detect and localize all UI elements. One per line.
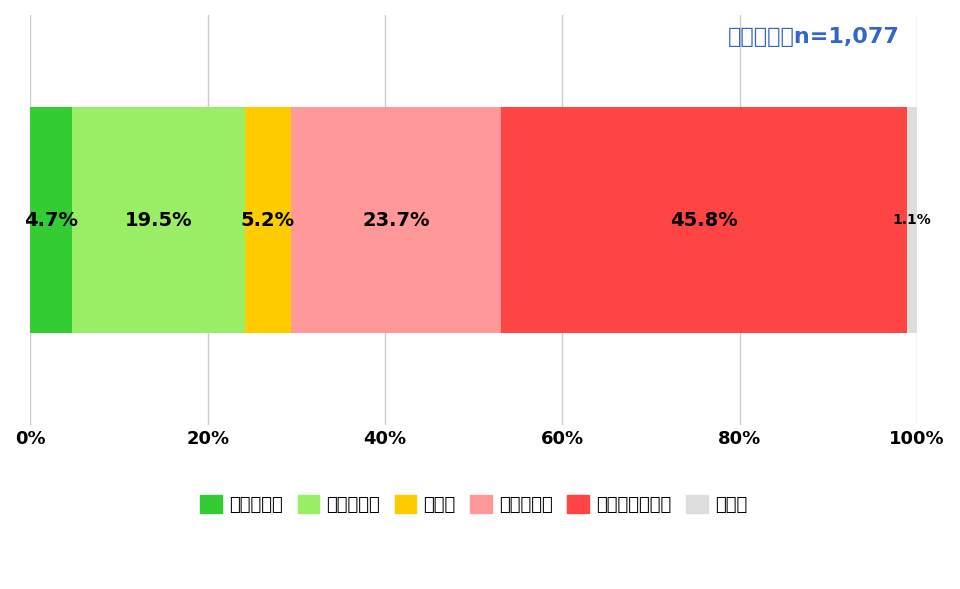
Text: 19.5%: 19.5% (125, 210, 192, 230)
Bar (501, 107, 907, 333)
Bar (31, 107, 72, 333)
Text: 45.8%: 45.8% (670, 210, 738, 230)
Text: 5.2%: 5.2% (241, 210, 295, 230)
Text: 樣本總數：n=1,077: 樣本總數：n=1,077 (728, 27, 900, 47)
Text: 23.7%: 23.7% (362, 210, 430, 230)
Text: 1.1%: 1.1% (893, 213, 932, 227)
Legend: 非常能接受, 還算能接受, 沒意見, 不太能接受, 一點也不能接受, 不知道: 非常能接受, 還算能接受, 沒意見, 不太能接受, 一點也不能接受, 不知道 (193, 488, 755, 521)
Text: 4.7%: 4.7% (24, 210, 78, 230)
Bar (72, 107, 245, 333)
Bar (907, 107, 917, 333)
Bar (291, 107, 501, 333)
Bar (245, 107, 291, 333)
